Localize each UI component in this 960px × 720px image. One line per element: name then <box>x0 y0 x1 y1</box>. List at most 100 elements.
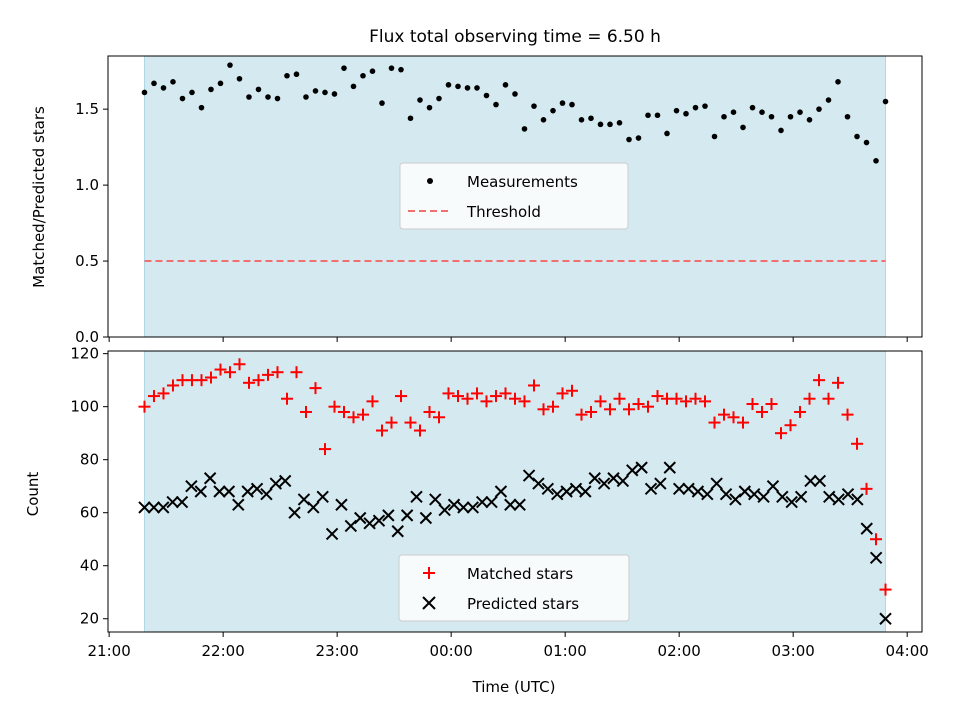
matched-star-point <box>432 411 445 424</box>
matched-star-point <box>623 403 636 416</box>
measurement-point <box>217 80 224 87</box>
matched-star-point <box>680 395 693 408</box>
measurement-point <box>607 121 613 128</box>
measurement-point <box>417 97 423 103</box>
matched-star-point <box>689 392 702 405</box>
ratio-axes-frame <box>107 55 923 338</box>
predicted-star-point <box>344 519 358 533</box>
predicted-star-point <box>794 490 808 504</box>
measurement-point <box>255 86 262 93</box>
measurement-point <box>664 130 670 137</box>
y-tick-label: 1.0 <box>75 176 99 194</box>
measurement-point <box>426 104 433 111</box>
predicted-star-point <box>869 551 883 564</box>
predicted-star-point <box>278 474 292 488</box>
counts-y-ticks: 20 40 60 80 100 120 <box>70 345 108 628</box>
predicted-star-point <box>447 498 461 511</box>
measurement-point <box>749 104 756 111</box>
measurement-point <box>512 91 518 97</box>
matched-star-point <box>775 427 788 440</box>
x-tick-label: 00:00 <box>430 642 473 660</box>
predicted-star-point <box>747 487 761 501</box>
matched-star-point <box>528 379 541 392</box>
matched-star-point <box>832 376 845 389</box>
measurement-point <box>445 82 452 88</box>
matched-star-point <box>290 366 303 379</box>
predicted-star-point <box>419 511 433 525</box>
predicted-star-point <box>175 495 189 509</box>
measurement-point <box>882 98 889 105</box>
measurement-point <box>312 88 319 94</box>
measurement-point <box>578 116 585 123</box>
measurement-point <box>778 127 784 134</box>
x-tick-label: 02:00 <box>658 642 701 660</box>
measurement-point <box>531 103 537 109</box>
predicted-star-point <box>569 482 583 496</box>
matched-star-point <box>138 400 151 413</box>
measurement-point <box>835 79 841 85</box>
predicted-star-point <box>541 482 555 496</box>
matched-star-point <box>604 403 617 416</box>
measurement-point <box>341 65 347 71</box>
predicted-star-point <box>513 498 526 511</box>
counts-y-axis-label: Count <box>24 472 42 517</box>
measurement-point <box>141 89 148 96</box>
measurement-point <box>350 83 357 90</box>
measurement-point <box>246 94 252 100</box>
predicted-stars-legend-marker <box>422 596 436 610</box>
matched-star-point <box>566 384 579 397</box>
predicted-star-point <box>860 522 873 535</box>
matched-star-point <box>708 416 721 429</box>
predicted-star-point <box>672 482 686 496</box>
y-tick-label: 100 <box>70 398 99 416</box>
matched-star-point <box>309 382 322 395</box>
counts-legend-box <box>398 554 630 622</box>
matched-star-point <box>518 395 531 408</box>
matched-star-point <box>195 374 208 387</box>
predicted-star-point <box>382 509 395 522</box>
counts-x-ticks: 21:00 22:00 23:00 00:00 01:00 02:00 03:00 04:00 <box>88 632 929 660</box>
matched-star-point <box>756 405 769 418</box>
predicted-star-point <box>185 479 198 493</box>
measurement-point <box>711 133 718 140</box>
x-tick-label: 21:00 <box>88 642 131 660</box>
predicted-star-point <box>410 490 423 504</box>
y-tick-label: 60 <box>80 504 99 522</box>
matched-star-point <box>261 368 274 381</box>
measurement-point <box>787 113 794 120</box>
matched-star-point <box>841 408 854 421</box>
y-tick-label: 20 <box>80 610 99 628</box>
measurement-point <box>550 107 556 114</box>
matched-stars-legend-marker <box>423 567 435 579</box>
measurement-point <box>208 86 214 93</box>
predicted-star-point <box>269 477 283 490</box>
measurement-point <box>702 103 708 109</box>
predicted-star-point <box>466 501 479 514</box>
counts-panel: 20 40 60 80 100 120 21:00 22:00 23:00 00:00 01:00… <box>24 345 929 696</box>
ratio-legend: Measurements Threshold <box>399 162 629 230</box>
matched-star-point <box>337 405 350 418</box>
measurement-point <box>540 116 547 123</box>
measurement-point <box>170 79 176 85</box>
measurement-point <box>502 82 509 88</box>
ratio-y-ticks: 0.0 0.5 1.0 1.5 <box>75 100 108 346</box>
measurement-point <box>407 115 414 122</box>
y-tick-label: 0.0 <box>75 328 99 346</box>
predicted-star-point <box>597 477 611 490</box>
measurement-point <box>265 94 271 100</box>
predicted-stars-series <box>138 461 892 625</box>
predicted-star-point <box>391 525 404 538</box>
measurement-point <box>493 101 499 108</box>
predicted-star-point <box>757 490 770 504</box>
measurement-point <box>198 104 205 111</box>
measurement-point <box>398 66 404 73</box>
measurement-point <box>284 72 290 79</box>
measurement-point <box>474 85 480 91</box>
matched-star-point <box>718 408 731 421</box>
matched-star-point <box>356 408 369 421</box>
predicted-star-point <box>823 490 836 504</box>
ratio-y-axis-label: Matched/Predicted stars <box>30 106 48 288</box>
matched-star-point <box>318 443 331 456</box>
predicted-star-point <box>222 485 236 498</box>
matched-star-point <box>537 403 550 416</box>
